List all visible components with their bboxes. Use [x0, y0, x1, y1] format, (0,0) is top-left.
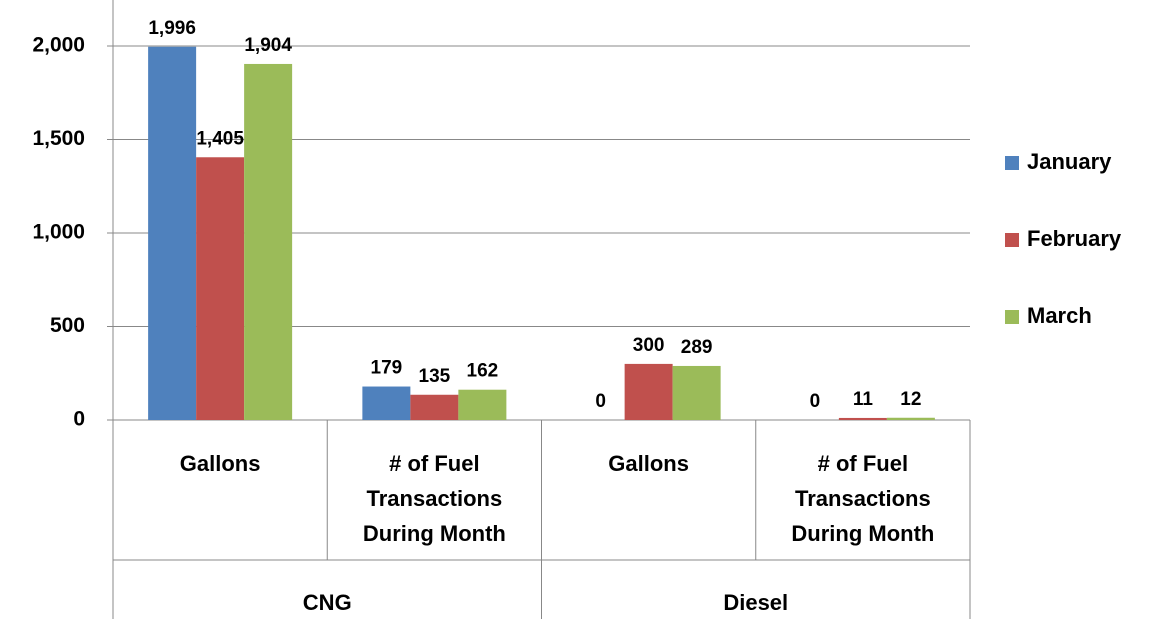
data-label: 179 [371, 358, 403, 379]
y-tick-label: 2,000 [32, 34, 85, 57]
data-label: 1,996 [148, 18, 196, 39]
legend-label: February [1027, 226, 1122, 251]
bar [362, 386, 411, 420]
data-label: 1,405 [196, 128, 244, 149]
bar [624, 363, 673, 420]
bar [886, 417, 935, 420]
x-tick-label: # of Fuel Transactions During Month [362, 451, 506, 546]
bar [458, 389, 507, 420]
x-tick-label: Gallons [608, 451, 689, 476]
data-label: 0 [810, 391, 821, 412]
bar [148, 46, 197, 421]
bar [244, 63, 293, 421]
data-label: 162 [467, 361, 499, 382]
bar [838, 417, 887, 420]
data-label: 0 [595, 391, 606, 412]
y-tick-label: 0 [73, 408, 85, 431]
legend-label: March [1027, 303, 1092, 328]
data-label: 300 [633, 335, 665, 356]
data-label: 12 [900, 389, 921, 410]
bar [196, 157, 245, 420]
legend-label: January [1027, 149, 1112, 174]
legend-swatch [1005, 233, 1019, 247]
data-label: 1,904 [244, 35, 292, 56]
x-tick-label: # of Fuel Transactions During Month [791, 451, 935, 546]
group-label: Diesel [723, 590, 788, 615]
data-label: 289 [681, 337, 713, 358]
group-label: CNG [303, 590, 352, 615]
legend-swatch [1005, 310, 1019, 324]
bar [672, 365, 721, 420]
y-tick-label: 500 [50, 314, 85, 337]
y-tick-label: 1,000 [32, 221, 85, 244]
data-label: 11 [853, 389, 874, 410]
data-label: 135 [419, 366, 451, 387]
y-tick-label: 1,500 [32, 127, 85, 150]
x-tick-label: Gallons [179, 451, 261, 476]
legend-swatch [1005, 156, 1019, 170]
bar [410, 394, 459, 420]
